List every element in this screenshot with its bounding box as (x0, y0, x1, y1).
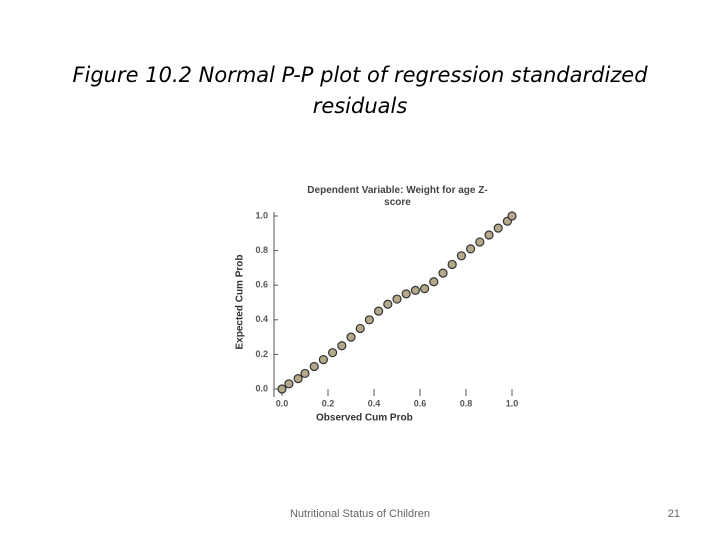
point (466, 244, 476, 254)
point (447, 259, 457, 270)
page-number: 21 (667, 508, 680, 520)
y-tick-label: 0.4 (255, 314, 268, 324)
point (284, 379, 294, 389)
x-axis-label: Observed Cum Prob (316, 413, 413, 424)
point (383, 299, 393, 309)
point (507, 211, 517, 221)
y-tick-label: 0.6 (255, 280, 268, 290)
point (429, 277, 439, 287)
point (309, 361, 319, 372)
point (374, 306, 384, 316)
y-tick-label: 0.8 (255, 245, 268, 255)
point (337, 341, 347, 351)
y-axis-label: Expected Cum Prob (235, 254, 246, 349)
footer: Nutritional Status of Children (289, 508, 430, 520)
point (300, 368, 310, 379)
x-tick-label: 0.2 (322, 398, 335, 408)
point (364, 315, 374, 325)
point (346, 332, 356, 342)
point (318, 354, 328, 365)
x-tick-label: 0.0 (276, 398, 289, 408)
point (475, 237, 485, 247)
y-tick-label: 0.0 (255, 383, 268, 393)
point (401, 289, 411, 299)
point (484, 230, 494, 240)
y-tick-label: 0.2 (255, 349, 268, 359)
point (410, 285, 420, 295)
point (277, 384, 287, 394)
x-tick-label: 0.8 (460, 398, 473, 408)
point (438, 268, 448, 278)
point (493, 223, 503, 233)
x-tick-label: 0.4 (368, 398, 381, 408)
point (456, 251, 466, 261)
point (392, 294, 402, 304)
y-tick-label: 1.0 (255, 210, 268, 220)
point (355, 323, 365, 334)
chart-title: Dependent Variable: Weight for age Z-sco… (307, 185, 488, 208)
point (293, 374, 303, 384)
slide-title: Figure 10.2 Normal P-P plot of regressio… (72, 63, 648, 118)
x-tick-label: 1.0 (506, 398, 519, 408)
x-tick-label: 0.6 (414, 398, 427, 408)
point (420, 284, 430, 294)
point (328, 348, 338, 358)
